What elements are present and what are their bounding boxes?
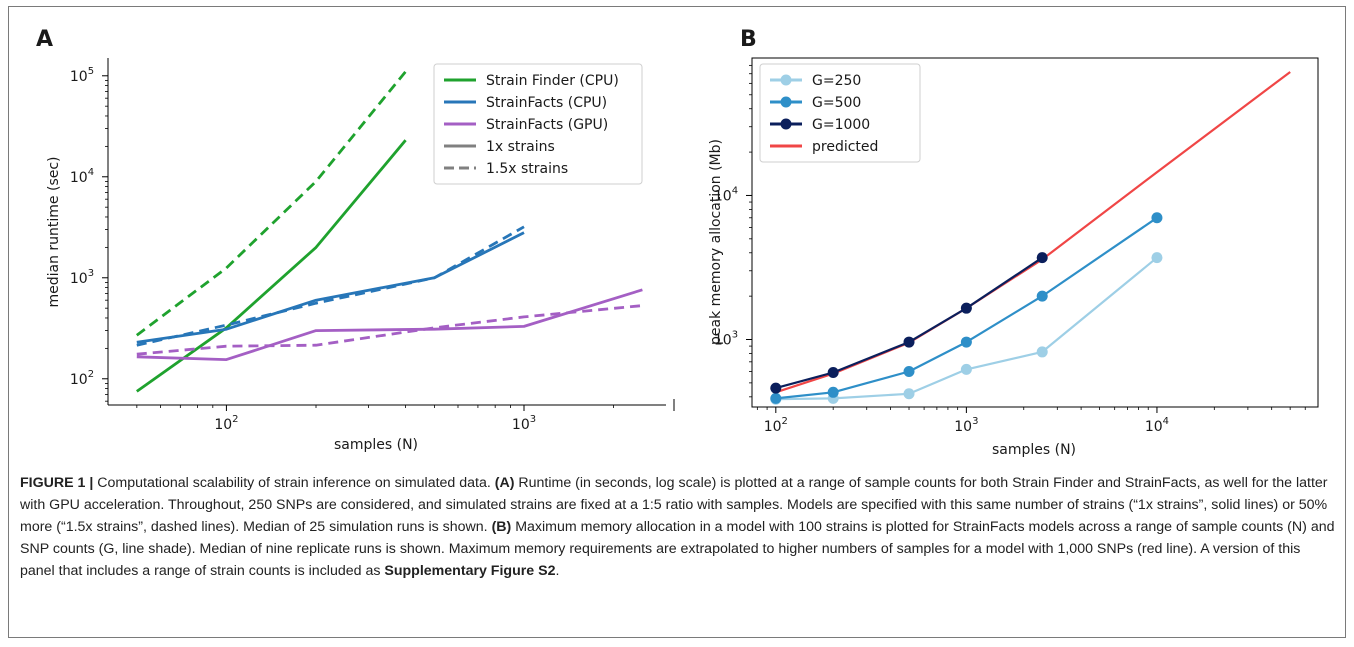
data-point (904, 388, 915, 399)
series-line (137, 290, 643, 360)
panel-a-plot: 102 103 102 103 104 105 Strain Finder (CPU) Str… (70, 58, 674, 433)
figure-caption: FIGURE 1 | Computational scalability of … (20, 472, 1338, 582)
data-point (1151, 252, 1162, 263)
data-point (1037, 291, 1048, 302)
panel-a-xlabel: samples (N) (334, 437, 418, 453)
data-point (828, 387, 839, 398)
legend-label: G=250 (812, 73, 861, 89)
data-point (904, 366, 915, 377)
caption-segment: Supplementary Figure S2 (384, 563, 555, 579)
data-point (904, 337, 915, 348)
data-point (828, 367, 839, 378)
caption-segment: . (555, 563, 559, 579)
legend-label: StrainFacts (GPU) (486, 117, 608, 133)
panel-b-ylabel: peak memory allocation (Mb) (708, 139, 724, 345)
legend-label: 1.5x strains (486, 161, 568, 177)
y-tick-label: 102 (70, 369, 94, 388)
figure-canvas: A 102 103 102 103 104 105 Strain Finder (CPU) S… (0, 0, 1354, 470)
data-point (961, 337, 972, 348)
data-point (770, 393, 781, 404)
series-line (137, 72, 406, 336)
legend-label: G=1000 (812, 117, 870, 133)
caption-segment: Computational scalability of strain infe… (97, 475, 494, 491)
caption-segment: (B) (492, 519, 512, 535)
panel-b: B 102 103 104103104G=250G=500G=1000predict… (708, 27, 1318, 458)
data-point (961, 364, 972, 375)
caption-segment: (A) (495, 475, 515, 491)
x-tick-label: 103 (512, 414, 536, 433)
legend-marker (781, 97, 792, 108)
legend-label: Strain Finder (CPU) (486, 73, 619, 89)
caption-label: FIGURE 1 | (20, 475, 93, 491)
panel-a-ylabel: median runtime (sec) (46, 156, 62, 307)
panel-b-label: B (740, 27, 757, 52)
legend-label: StrainFacts (CPU) (486, 95, 607, 111)
x-tick-label: 102 (764, 416, 788, 435)
x-tick-label: 102 (214, 414, 238, 433)
x-tick-label: 104 (1145, 416, 1169, 435)
series-line (137, 140, 406, 391)
y-tick-label: 105 (70, 66, 94, 85)
legend-label: predicted (812, 139, 878, 155)
series-line (137, 233, 524, 343)
legend-marker (781, 119, 792, 130)
x-tick-label: 103 (954, 416, 978, 435)
legend-label: G=500 (812, 95, 861, 111)
panel-a-label: A (36, 27, 53, 52)
legend-marker (781, 75, 792, 86)
data-point (770, 383, 781, 394)
caption-text: Computational scalability of strain infe… (20, 475, 1335, 579)
data-point (1037, 252, 1048, 263)
y-tick-label: 104 (70, 167, 94, 186)
legend-label: 1x strains (486, 139, 555, 155)
data-point (961, 303, 972, 314)
panel-a: A 102 103 102 103 104 105 Strain Finder (CPU) S… (36, 27, 674, 453)
data-point (1037, 346, 1048, 357)
panel-b-xlabel: samples (N) (992, 442, 1076, 458)
data-point (1151, 212, 1162, 223)
y-tick-label: 103 (70, 268, 94, 287)
